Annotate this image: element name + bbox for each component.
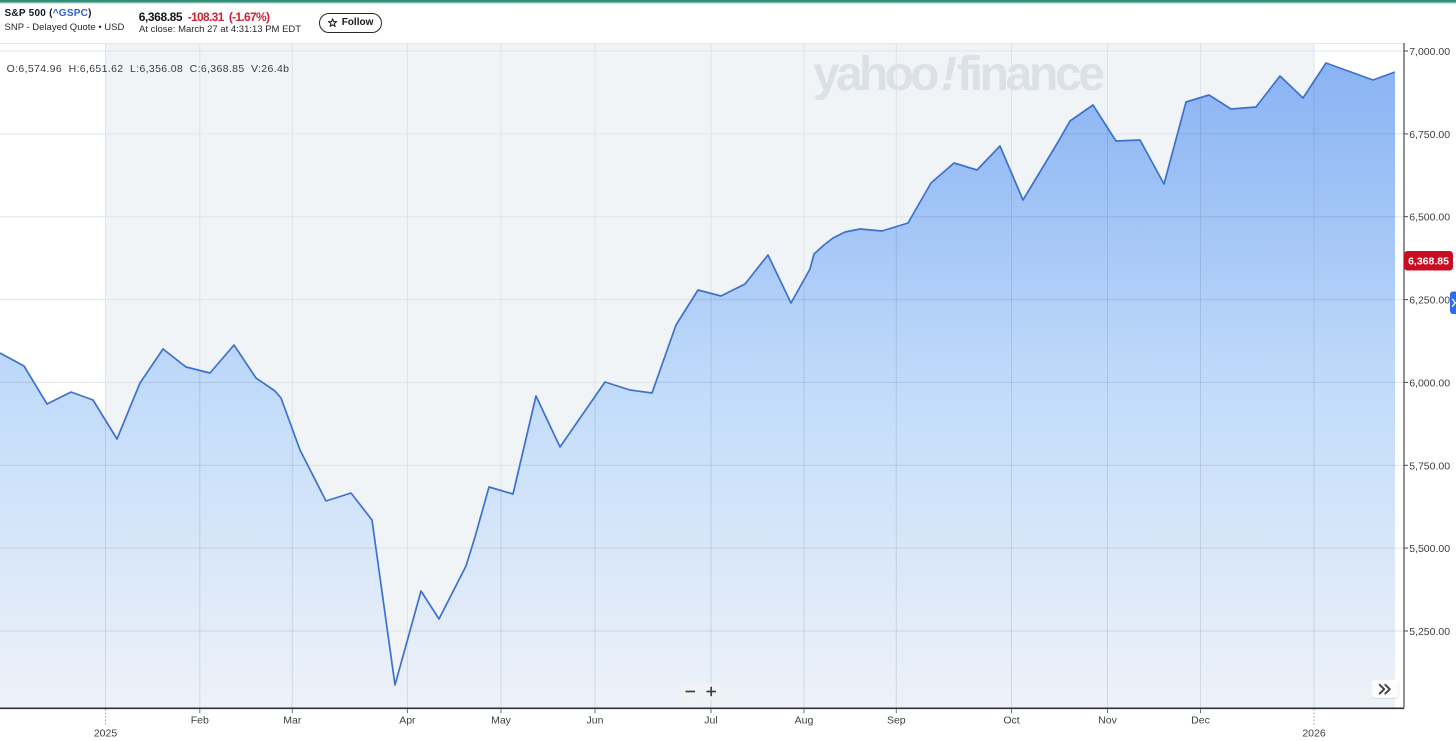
svg-text:5,750.00: 5,750.00 [1409, 460, 1450, 472]
svg-text:finance: finance [957, 48, 1105, 101]
svg-text:Aug: Aug [795, 715, 814, 727]
svg-text:2025: 2025 [94, 728, 118, 740]
svg-text:Jul: Jul [704, 715, 717, 727]
svg-text:Sep: Sep [887, 715, 906, 727]
svg-text:2026: 2026 [1302, 728, 1326, 740]
svg-text:Mar: Mar [283, 715, 302, 727]
svg-text:6,368.85: 6,368.85 [1408, 256, 1449, 268]
svg-text:Oct: Oct [1003, 715, 1019, 727]
svg-text:!: ! [941, 48, 957, 101]
svg-text:Feb: Feb [191, 715, 209, 727]
svg-text:7,000.00: 7,000.00 [1409, 46, 1450, 58]
svg-text:6,000.00: 6,000.00 [1409, 377, 1450, 389]
svg-text:Apr: Apr [399, 715, 416, 727]
svg-text:Dec: Dec [1191, 715, 1210, 727]
svg-text:Jun: Jun [587, 715, 604, 727]
svg-text:Nov: Nov [1098, 715, 1117, 727]
svg-text:May: May [491, 715, 512, 727]
svg-text:yahoo: yahoo [813, 48, 940, 101]
svg-text:5,250.00: 5,250.00 [1409, 626, 1450, 638]
svg-text:6,250.00: 6,250.00 [1409, 295, 1450, 307]
svg-text:6,500.00: 6,500.00 [1409, 212, 1450, 224]
svg-text:6,750.00: 6,750.00 [1409, 129, 1450, 141]
svg-text:5,500.00: 5,500.00 [1409, 543, 1450, 555]
